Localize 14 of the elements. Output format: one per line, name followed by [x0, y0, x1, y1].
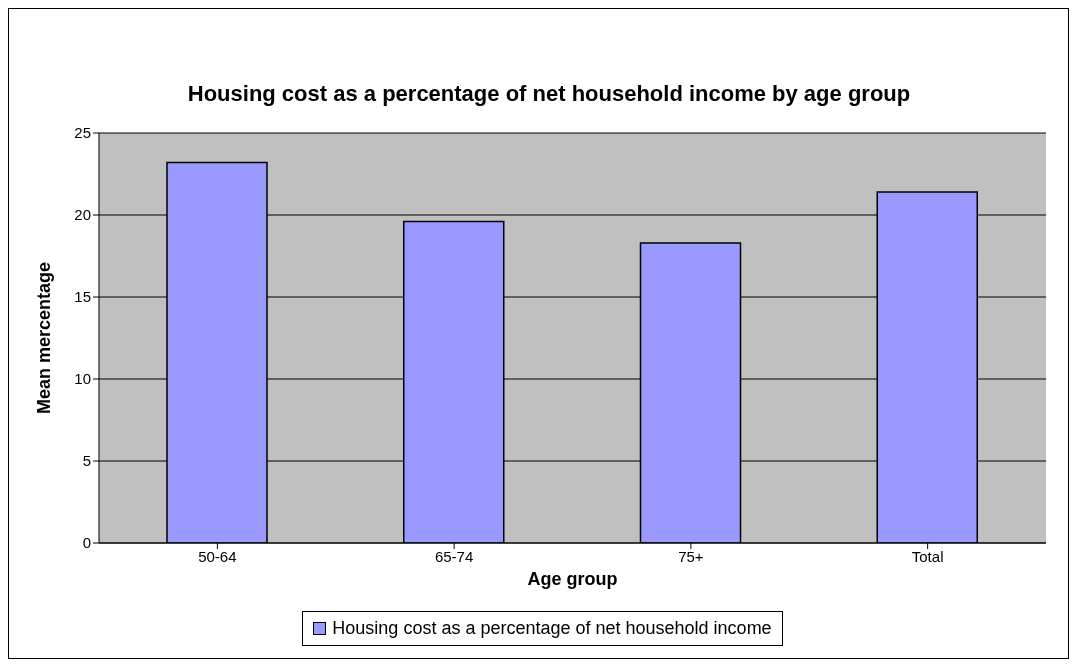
y-tick-label: 5	[82, 452, 91, 470]
y-tick-label: 10	[74, 370, 91, 388]
y-tick-label: 20	[74, 206, 91, 224]
y-tick-label: 25	[74, 124, 91, 142]
y-axis-title: Mean mercentage	[34, 261, 55, 415]
x-tick-label: Total	[911, 547, 944, 565]
x-axis-title: Age group	[527, 569, 618, 589]
x-tick-label: 65-74	[434, 547, 474, 565]
x-tick-label: 50-64	[198, 547, 237, 565]
y-tick-label: 15	[74, 288, 91, 306]
x-tick-label: 75+	[678, 547, 704, 565]
legend-label: Housing cost as a percentage of net household income	[331, 618, 772, 639]
chart-title: Housing cost as a percentage of net household income by age group	[186, 80, 912, 108]
y-tick-label: 0	[82, 534, 91, 552]
